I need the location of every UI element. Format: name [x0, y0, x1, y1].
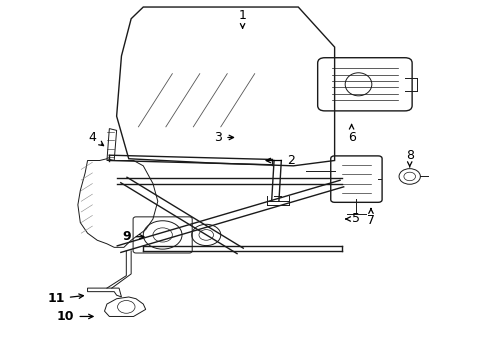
Text: 2: 2	[266, 154, 295, 167]
Text: 8: 8	[406, 149, 414, 167]
Text: 11: 11	[48, 292, 83, 305]
Text: 1: 1	[239, 9, 246, 28]
Text: 5: 5	[346, 212, 361, 225]
Text: 7: 7	[367, 208, 375, 227]
Text: 10: 10	[57, 310, 93, 323]
Text: 3: 3	[215, 131, 234, 144]
Text: 6: 6	[347, 125, 356, 144]
Text: 4: 4	[89, 131, 103, 146]
Text: 9: 9	[122, 230, 144, 243]
